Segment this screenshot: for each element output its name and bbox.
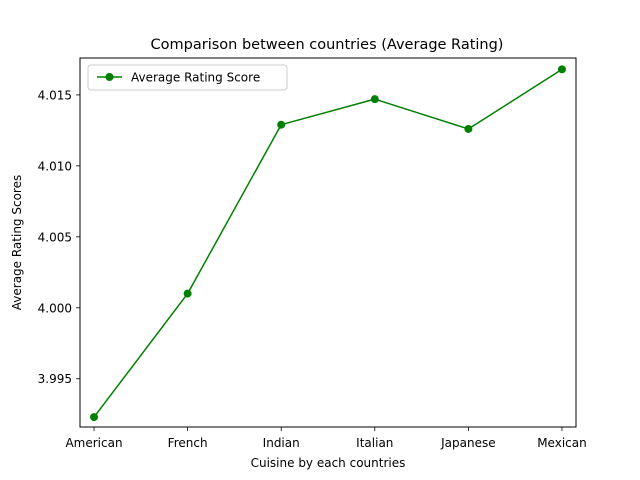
y-axis: 3.995 4.000 4.005 4.010 4.015 (38, 88, 80, 386)
data-point (90, 413, 99, 422)
legend-box (87, 64, 288, 91)
y-tick-label: 3.995 (38, 372, 72, 386)
data-point (464, 124, 473, 133)
data-point (183, 289, 192, 298)
x-axis: American French Indian Italian Japanese Mexic… (65, 427, 587, 450)
x-axis-label: Cuisine by each countries (251, 456, 406, 470)
legend: Average Rating Score (87, 64, 288, 91)
series-line (93, 68, 563, 418)
x-tick-label: Japanese (440, 436, 496, 450)
series-layer (90, 65, 566, 422)
data-point (370, 95, 379, 104)
x-tick-label: French (168, 436, 208, 450)
y-tick-label: 4.005 (38, 230, 72, 244)
plot-area (79, 57, 577, 428)
y-tick-label: 4.000 (38, 301, 72, 315)
chart-title: Comparison between countries (Average Ra… (151, 37, 504, 53)
x-tick-label: American (65, 436, 122, 450)
legend-entry-label: Average Rating Score (131, 71, 260, 85)
data-point (277, 120, 286, 129)
plot-frame (79, 57, 577, 428)
legend-marker-swatch (105, 73, 114, 81)
x-tick-label: Mexican (537, 436, 587, 450)
x-tick-label: Indian (263, 436, 300, 450)
y-axis-label: Average Rating Scores (10, 175, 24, 310)
y-tick-label: 4.015 (38, 88, 72, 102)
x-tick-label: Italian (356, 436, 393, 450)
y-tick-label: 4.010 (38, 159, 72, 173)
data-point (557, 65, 566, 74)
